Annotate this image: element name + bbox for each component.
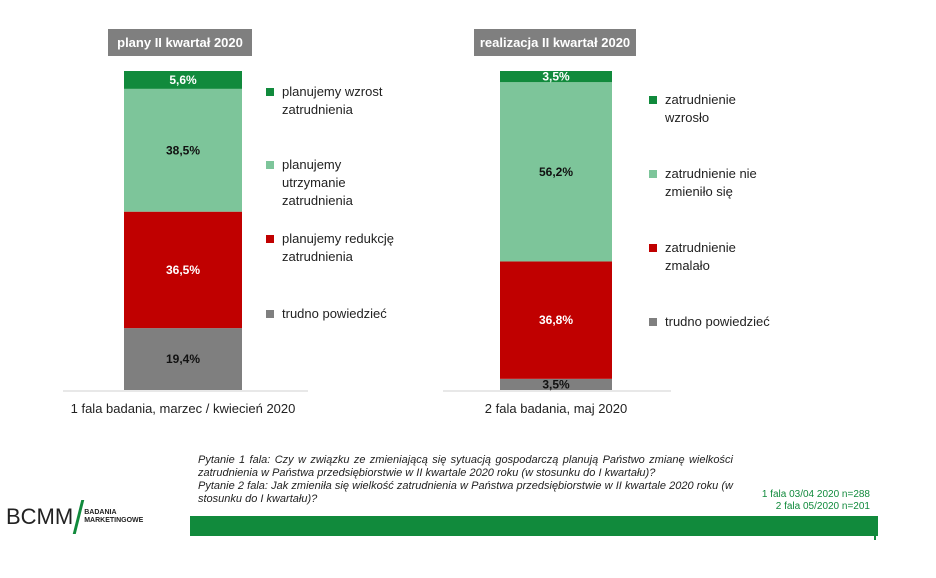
bar-segment-2-2 <box>500 261 612 379</box>
legend-swatch <box>266 161 274 169</box>
legend-label: planujemy wzrost zatrudnienia <box>282 84 383 117</box>
legend-label: trudno powiedzieć <box>282 306 387 321</box>
legend-label: zatrudnienie zmalało <box>665 240 736 273</box>
chart-1-category-label: 1 fala badania, marzec / kwiecień 2020 <box>70 401 296 416</box>
logo-sub-text: BADANIA MARKETINGOWE <box>84 509 143 525</box>
legend-item-utrzymanie: planujemy utrzymanie zatrudnienia <box>266 156 416 210</box>
footer-bar <box>190 516 878 536</box>
bar-value-label-2-3: 56,2% <box>539 165 573 179</box>
logo-slash <box>72 500 85 534</box>
bar-segment-2-1 <box>500 378 612 390</box>
logo-sub-line-2: MARKETINGOWE <box>84 517 144 524</box>
legend-item-wzroslo: zatrudnienie wzrosło <box>649 91 799 127</box>
bar-value-label-1-3: 38,5% <box>166 143 200 157</box>
bar-value-label-1-2: 36,5% <box>166 263 200 277</box>
legend-item-trudno-2: trudno powiedzieć <box>649 313 799 331</box>
legend-label: zatrudnienie nie zmieniło się <box>665 166 757 199</box>
legend-label: planujemy utrzymanie zatrudnienia <box>282 157 353 208</box>
bar-segment-1-4 <box>124 71 242 89</box>
question-wave-2: Pytanie 2 fala: Jak zmieniła się wielkoś… <box>198 480 733 505</box>
question-wave-1: Pytanie 1 fala: Czy w związku ze zmienia… <box>198 454 733 479</box>
legend-swatch <box>649 96 657 104</box>
bar-value-label-2-4: 3,5% <box>542 70 570 84</box>
legend-swatch <box>649 170 657 178</box>
stacked-bar-charts: 19,4% 36,5% 38,5% 5,6% 3,5% 36,8% 56,2% 3,5% <box>63 70 671 392</box>
logo-sub-line-1: BADANIA <box>84 509 117 516</box>
legend-label: trudno powiedzieć <box>665 314 770 329</box>
chart-2-category-label: 2 fala badania, maj 2020 <box>484 401 628 416</box>
legend-item-redukcja: planujemy redukcję zatrudnienia <box>266 230 416 266</box>
legend-swatch <box>266 235 274 243</box>
legend-swatch <box>266 310 274 318</box>
bar-segment-1-3 <box>124 88 242 212</box>
bar-value-label-2-1: 3,5% <box>542 377 570 391</box>
legend-item-nie-zmienilo: zatrudnienie nie zmieniło się <box>649 165 799 201</box>
legend-item-trudno: trudno powiedzieć <box>266 305 416 323</box>
bar-value-label-1-1: 19,4% <box>166 352 200 366</box>
bar-segment-2-3 <box>500 82 612 262</box>
legend-item-zmalalo: zatrudnienie zmalało <box>649 239 799 275</box>
legend-label: zatrudnienie wzrosło <box>665 92 736 125</box>
bar-value-label-1-4: 5,6% <box>169 73 197 87</box>
legend-item-wzrost: planujemy wzrost zatrudnienia <box>266 83 416 119</box>
legend-swatch <box>649 318 657 326</box>
logo-main-text: BCMM <box>6 504 74 529</box>
sample-wave-2: 2 fala 05/2020 n=201 <box>775 501 870 512</box>
sample-wave-1: 1 fala 03/04 2020 n=288 <box>761 489 870 500</box>
sample-info: 1 fala 03/04 2020 n=288 2 fala 05/2020 n… <box>762 489 870 513</box>
legend-label: planujemy redukcję zatrudnienia <box>282 231 395 264</box>
bar-segment-2-4 <box>500 71 612 83</box>
chart-2-title: realizacja II kwartał 2020 <box>474 29 636 56</box>
legend-swatch <box>266 88 274 96</box>
footer-tick <box>874 516 876 540</box>
survey-question: Pytanie 1 fala: Czy w związku ze zmienia… <box>198 454 733 506</box>
chart-1-title: plany II kwartał 2020 <box>108 29 252 56</box>
bcmm-logo: BCMM BADANIA MARKETINGOWE <box>6 500 143 534</box>
bar-value-label-2-2: 36,8% <box>539 313 573 327</box>
bar-segment-1-2 <box>124 211 242 329</box>
legend-swatch <box>649 244 657 252</box>
bar-segment-1-1 <box>124 328 242 390</box>
